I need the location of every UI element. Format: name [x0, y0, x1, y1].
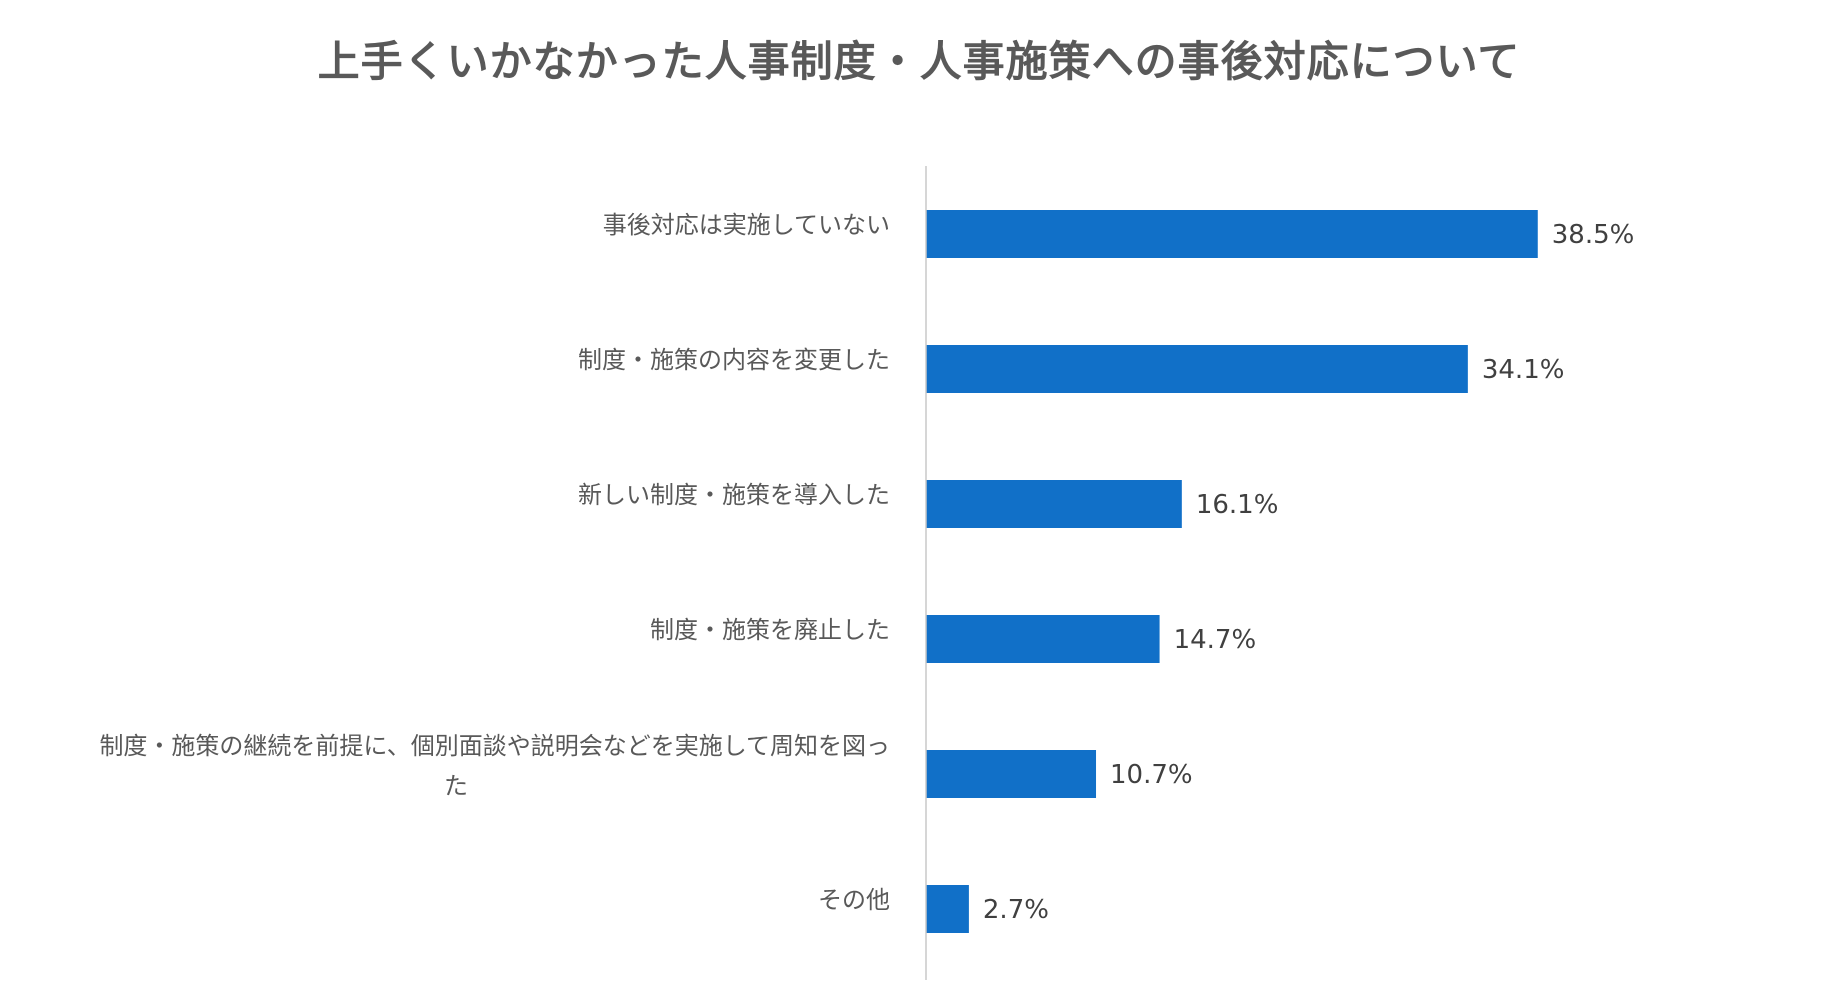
- category-label: 事後対応は実施していない: [603, 211, 890, 239]
- bar: [926, 885, 969, 933]
- value-label: 14.7%: [1174, 625, 1257, 655]
- bar: [926, 750, 1097, 798]
- value-label: 10.7%: [1110, 760, 1193, 790]
- category-label: その他: [818, 886, 890, 914]
- category-label: 新しい制度・施策を導入した: [578, 481, 890, 509]
- value-label: 2.7%: [983, 895, 1049, 925]
- bar: [926, 345, 1468, 393]
- category-labels-layer: 事後対応は実施していない制度・施策の内容を変更した新しい制度・施策を導入した制度…: [99, 211, 890, 914]
- bars-layer: [926, 210, 1538, 933]
- bar: [926, 210, 1538, 258]
- value-labels-layer: 38.5% 34.1% 16.1% 14.7% 10.7% 2.7%: [983, 220, 1634, 925]
- bar: [926, 480, 1182, 528]
- value-label: 34.1%: [1482, 355, 1565, 385]
- value-label: 38.5%: [1552, 220, 1635, 250]
- category-label: 制度・施策の継続を前提に、個別面談や説明会などを実施して周知を図った: [99, 732, 890, 800]
- bar: [926, 615, 1160, 663]
- chart-title: 上手くいかなかった人事制度・人事施策への事後対応について: [317, 37, 1521, 86]
- value-label: 16.1%: [1196, 490, 1279, 520]
- category-label: 制度・施策の内容を変更した: [578, 346, 890, 374]
- category-label: 制度・施策を廃止した: [650, 616, 890, 644]
